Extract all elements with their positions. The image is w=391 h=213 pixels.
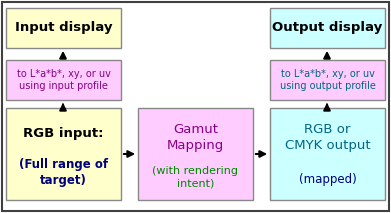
Text: (mapped): (mapped) [299,173,356,186]
Text: (Full range of
target): (Full range of target) [19,158,108,187]
Bar [270,108,385,200]
Bar [270,60,385,100]
Text: RGB or
CMYK output: RGB or CMYK output [285,123,370,152]
Text: Gamut
Mapping: Gamut Mapping [167,123,224,152]
Text: Input display: Input display [15,22,112,35]
Text: (with rendering
intent): (with rendering intent) [152,166,239,188]
Bar [270,8,385,48]
Text: RGB input:: RGB input: [23,127,104,140]
Text: Output display: Output display [273,22,383,35]
Text: to L*a*b*, xy, or uv
using input profile: to L*a*b*, xy, or uv using input profile [16,69,110,91]
Bar [138,108,253,200]
Bar [6,8,121,48]
Text: to L*a*b*, xy, or uv
using output profile: to L*a*b*, xy, or uv using output profil… [280,69,375,91]
Bar [6,60,121,100]
Bar [6,108,121,200]
